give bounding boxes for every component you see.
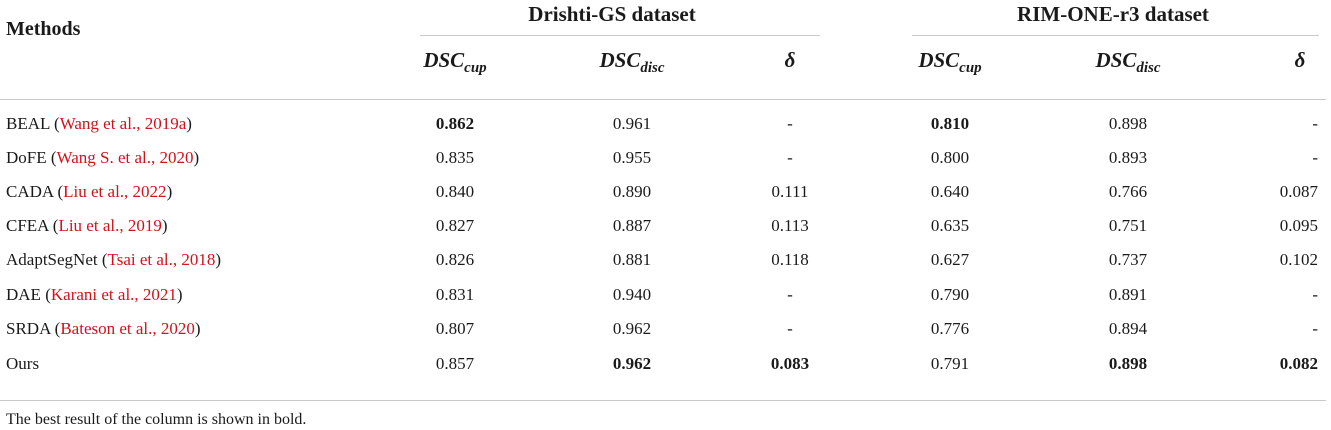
citation-link[interactable]: Tsai et al., 2018 <box>107 250 216 269</box>
table-cell: 0.835 <box>435 148 475 167</box>
metric-header-dsc-cup-drishti: DSCcup <box>423 48 487 76</box>
method-name: CADA (Liu et al., 2022) <box>6 182 173 201</box>
citation-link[interactable]: Wang et al., 2019a <box>59 114 187 133</box>
table-cell: 0.890 <box>612 182 652 201</box>
method-name: AdaptSegNet (Tsai et al., 2018) <box>6 250 222 269</box>
header-rule <box>0 99 1326 100</box>
table-cell: 0.737 <box>1108 250 1148 269</box>
table-cell: 0.800 <box>930 148 970 167</box>
method-name: CFEA (Liu et al., 2019) <box>6 216 168 235</box>
citation-link[interactable]: Liu et al., 2022 <box>63 182 167 201</box>
table-cell: 0.095 <box>1279 216 1318 235</box>
table-cell: - <box>1312 285 1318 304</box>
method-name: DAE (Karani et al., 2021) <box>6 285 183 304</box>
table-cell: 0.887 <box>612 216 652 235</box>
method-label: SRDA <box>6 319 51 338</box>
citation-link[interactable]: Liu et al., 2019 <box>58 216 162 235</box>
metric-header-dsc-disc-rimone: DSCdisc <box>1095 48 1161 76</box>
method-label: DAE <box>6 285 41 304</box>
method-label: CADA <box>6 182 54 201</box>
metric-header-delta-drishti: δ <box>784 48 796 72</box>
method-label: CFEA <box>6 216 49 235</box>
method-label: BEAL <box>6 114 50 133</box>
table-cell: 0.893 <box>1108 148 1148 167</box>
table-cell: 0.776 <box>930 319 970 338</box>
table-cell: 0.831 <box>435 285 475 304</box>
table-cell: - <box>787 148 793 167</box>
table-cell: 0.891 <box>1108 285 1148 304</box>
table-cell: 0.087 <box>1279 182 1318 201</box>
table-cell: 0.766 <box>1108 182 1148 201</box>
table-cell: - <box>787 285 793 304</box>
method-label: DoFE <box>6 148 47 167</box>
table-cell: - <box>787 319 793 338</box>
methods-header: Methods <box>6 18 81 40</box>
table-cell: - <box>1312 319 1318 338</box>
method-label: AdaptSegNet <box>6 250 98 269</box>
table-cell: - <box>1312 148 1318 167</box>
method-name: BEAL (Wang et al., 2019a) <box>6 114 192 133</box>
table-cell: 0.881 <box>612 250 652 269</box>
table-cell: 0.898 <box>1108 354 1148 373</box>
table-cell: 0.751 <box>1108 216 1148 235</box>
table-cell: 0.894 <box>1108 319 1148 338</box>
table-cell: 0.118 <box>771 250 809 269</box>
table-cell: 0.962 <box>612 354 652 373</box>
table-footnote: The best result of the column is shown i… <box>6 411 307 428</box>
group-rule-drishti <box>420 35 820 36</box>
table-cell: 0.962 <box>612 319 652 338</box>
group-header-drishti: Drishti-GS dataset <box>528 2 696 26</box>
table-cell: 0.113 <box>771 216 809 235</box>
table-cell: 0.807 <box>435 319 475 338</box>
citation-link[interactable]: Karani et al., 2021 <box>50 285 177 304</box>
table-cell: 0.640 <box>930 182 970 201</box>
table-cell: 0.111 <box>771 182 809 201</box>
table-cell: - <box>1312 114 1318 133</box>
table-cell: 0.627 <box>930 250 970 269</box>
table-cell: 0.635 <box>930 216 970 235</box>
table-cell: 0.826 <box>435 250 475 269</box>
table-cell: 0.810 <box>930 114 970 133</box>
table-cell: 0.862 <box>435 114 475 133</box>
table-cell: 0.790 <box>930 285 970 304</box>
bottom-rule <box>0 400 1326 401</box>
table-cell: 0.961 <box>612 114 652 133</box>
table-cell: 0.955 <box>612 148 652 167</box>
group-header-rimone: RIM-ONE-r3 dataset <box>1017 2 1209 26</box>
table-cell: 0.102 <box>1279 250 1318 269</box>
method-name: DoFE (Wang S. et al., 2020) <box>6 148 200 167</box>
table-cell: - <box>787 114 793 133</box>
method-label: Ours <box>6 354 40 373</box>
table-cell: 0.940 <box>612 285 652 304</box>
metric-header-dsc-cup-rimone: DSCcup <box>918 48 982 76</box>
table-cell: 0.083 <box>770 354 810 373</box>
table-cell: 0.898 <box>1108 114 1148 133</box>
table-cell: 0.857 <box>435 354 475 373</box>
table-cell: 0.840 <box>435 182 475 201</box>
group-rule-rimone <box>912 35 1319 36</box>
metric-header-delta-rimone: δ <box>1294 48 1306 72</box>
citation-link[interactable]: Wang S. et al., 2020 <box>56 148 194 167</box>
method-name: SRDA (Bateson et al., 2020) <box>6 319 201 338</box>
method-name: Ours <box>6 354 39 374</box>
citation-link[interactable]: Bateson et al., 2020 <box>60 319 195 338</box>
table-cell: 0.082 <box>1279 354 1318 373</box>
table-cell: 0.791 <box>930 354 970 373</box>
metric-header-dsc-disc-drishti: DSCdisc <box>599 48 665 76</box>
table-cell: 0.827 <box>435 216 475 235</box>
